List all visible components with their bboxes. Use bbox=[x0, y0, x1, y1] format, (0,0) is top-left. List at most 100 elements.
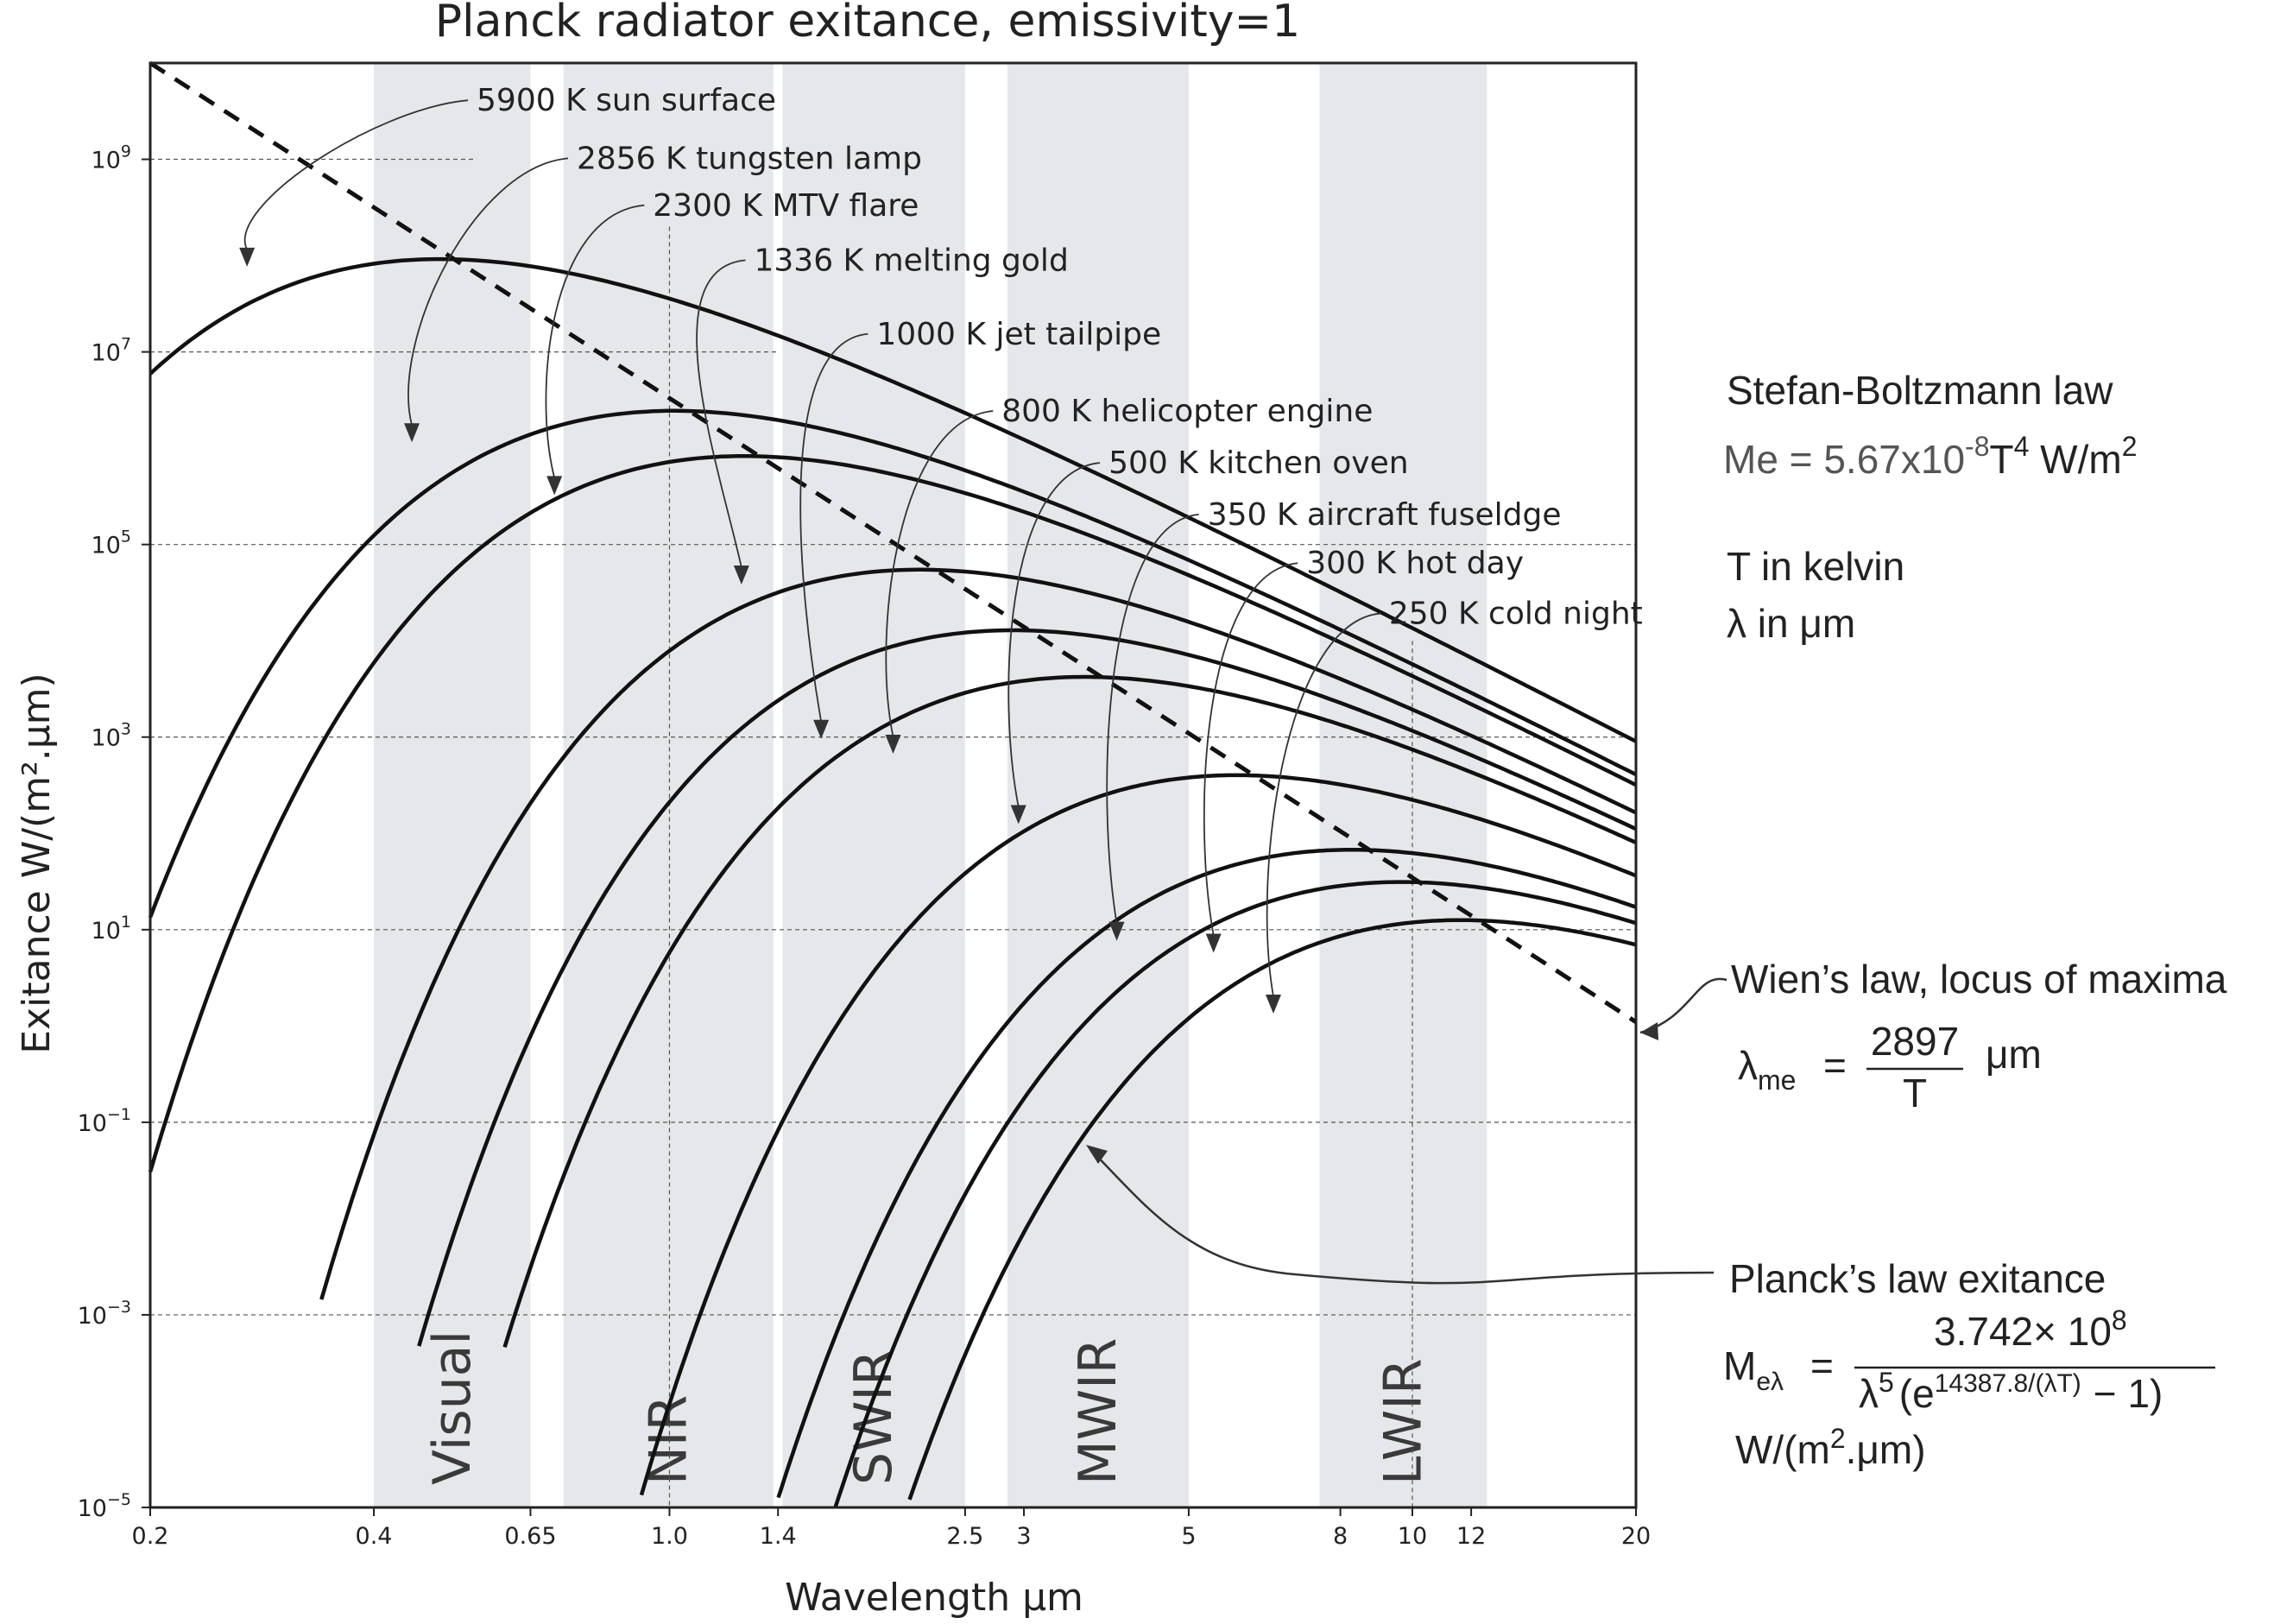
annotation-label: 2300 K MTV flare bbox=[653, 188, 919, 224]
x-tick-label: 10 bbox=[1398, 1523, 1427, 1550]
y-tick-label: 101 bbox=[92, 913, 131, 945]
wien-pointer-arrow bbox=[1639, 977, 1727, 1034]
planck-denominator: λ5 (e14387.8/(λT) − 1) bbox=[1859, 1367, 2163, 1416]
band-label-mwir: MWIR bbox=[1068, 1338, 1128, 1485]
x-tick-label: 20 bbox=[1621, 1523, 1651, 1550]
annotation-label: 800 K helicopter engine bbox=[1001, 394, 1373, 429]
wien-block: Wien’s law, locus of maxima λme = 2897 T… bbox=[1639, 957, 2227, 1115]
annotation-arrowhead bbox=[546, 476, 563, 496]
x-tick-label: 0.4 bbox=[356, 1523, 393, 1550]
x-tick-label: 5 bbox=[1181, 1523, 1196, 1550]
x-tick-label: 0.2 bbox=[132, 1523, 169, 1550]
wien-locus-line bbox=[148, 60, 1638, 1024]
wien-lhs: λme bbox=[1738, 1043, 1796, 1096]
planck-pointer-arrowhead bbox=[1086, 1145, 1108, 1164]
annotation-arrow bbox=[1106, 514, 1199, 924]
planck-lhs: Meλ bbox=[1723, 1343, 1784, 1396]
x-axis-ticks: 0.2 0.4 0.65 1.0 1.4 2.5 3 5 8 10 12 20 bbox=[132, 1507, 1651, 1550]
planck-title: Planck’s law exitance bbox=[1729, 1256, 2106, 1301]
y-tick-label: 10−5 bbox=[78, 1490, 131, 1522]
annotation-arrow bbox=[407, 157, 569, 426]
wien-title: Wien’s law, locus of maxima bbox=[1731, 957, 2227, 1002]
stefan-title: Stefan-Boltzmann law bbox=[1727, 368, 2113, 413]
wien-pointer-arrowhead bbox=[1640, 1022, 1658, 1040]
band-swir bbox=[782, 63, 965, 1507]
curve-500k bbox=[639, 773, 1637, 1496]
annotation-arrowhead bbox=[733, 566, 749, 585]
annotation-label: 5900 K sun surface bbox=[477, 83, 776, 118]
annotation-arrow bbox=[1203, 562, 1298, 936]
band-visual bbox=[374, 63, 531, 1507]
lambda-um-note: λ in μm bbox=[1727, 601, 1855, 646]
annotation-arrowhead bbox=[404, 423, 420, 443]
annotation-label: 350 K aircraft fuseldge bbox=[1208, 497, 1562, 533]
band-label-lwir: LWIR bbox=[1373, 1358, 1433, 1485]
y-tick-label: 10−3 bbox=[78, 1298, 131, 1330]
band-label-swir: SWIR bbox=[843, 1349, 904, 1485]
plot-frame bbox=[148, 61, 1638, 1509]
x-tick-label: 3 bbox=[1016, 1523, 1031, 1550]
annotation-arrow bbox=[696, 259, 746, 568]
y-axis-ticks: 10−5 10−3 10−1 101 103 105 107 109 bbox=[78, 142, 150, 1522]
annotation-arrowhead bbox=[813, 719, 830, 739]
grid-lines bbox=[150, 158, 1636, 1507]
annotation-arrow bbox=[243, 99, 469, 250]
wien-denominator: T bbox=[1903, 1071, 1927, 1115]
x-tick-label: 1.0 bbox=[651, 1523, 688, 1550]
annotation-arrow bbox=[545, 204, 645, 478]
annotation-label: 2856 K tungsten lamp bbox=[577, 141, 922, 176]
annotation-arrow bbox=[799, 332, 868, 722]
band-mwir bbox=[1007, 63, 1189, 1507]
planck-curves bbox=[148, 256, 1638, 1507]
wien-numerator: 2897 bbox=[1871, 1019, 1959, 1064]
curve-5900k bbox=[148, 256, 1638, 743]
annotation-label: 250 K cold night bbox=[1389, 597, 1643, 632]
annotation-arrowhead bbox=[239, 247, 256, 267]
annotation-label: 1336 K melting gold bbox=[755, 243, 1069, 278]
x-axis-label: Wavelength μm bbox=[785, 1576, 1083, 1620]
annotation-arrowhead bbox=[1205, 933, 1222, 953]
wien-equals: = bbox=[1823, 1043, 1847, 1088]
planck-numerator: 3.742× 108 bbox=[1934, 1305, 2127, 1354]
annotation-label: 500 K kitchen oven bbox=[1108, 445, 1408, 481]
x-tick-label: 12 bbox=[1456, 1523, 1486, 1550]
band-nir bbox=[563, 63, 774, 1507]
planck-pointer-arrow bbox=[1089, 1147, 1715, 1285]
stefan-boltzmann-block: Stefan-Boltzmann law Me = 5.67x10-8T4 W/… bbox=[1723, 368, 2137, 646]
annotation-arrow bbox=[885, 410, 994, 737]
curve-1000k bbox=[417, 628, 1637, 1347]
annotation-arrowhead bbox=[1265, 995, 1281, 1014]
curve-1336k bbox=[319, 567, 1637, 1300]
x-tick-label: 8 bbox=[1333, 1523, 1348, 1550]
y-tick-label: 105 bbox=[92, 528, 131, 559]
annotation-arrowhead bbox=[1010, 805, 1026, 825]
annotation-arrow bbox=[1266, 612, 1380, 997]
band-label-visual: Visual bbox=[422, 1330, 483, 1485]
curve-300k bbox=[833, 880, 1637, 1507]
curve-2300k bbox=[148, 454, 1638, 1173]
y-tick-label: 10−1 bbox=[78, 1105, 131, 1137]
curve-annotations: 5900 K sun surface 2856 K tungsten lamp 23… bbox=[239, 83, 1643, 1014]
annotation-label: 1000 K jet tailpipe bbox=[876, 317, 1161, 352]
x-tick-label: 1.4 bbox=[760, 1523, 797, 1550]
annotation-arrowhead bbox=[885, 735, 901, 755]
curve-250k bbox=[907, 918, 1637, 1501]
annotation-arrowhead bbox=[1108, 921, 1125, 941]
wien-units: μm bbox=[1986, 1032, 2042, 1077]
chart-title: Planck radiator exitance, emissivity=1 bbox=[435, 0, 1300, 47]
t-kelvin-note: T in kelvin bbox=[1727, 544, 1904, 589]
y-tick-label: 103 bbox=[92, 720, 131, 752]
planck-block: Planck’s law exitance Meλ = 3.742× 108 λ… bbox=[1086, 1145, 2215, 1472]
annotation-arrow bbox=[1007, 462, 1101, 807]
y-tick-label: 109 bbox=[92, 142, 131, 174]
stefan-equation: Me = 5.67x10-8T4 W/m2 bbox=[1723, 431, 2137, 482]
y-tick-label: 107 bbox=[92, 335, 131, 367]
curve-350k bbox=[776, 847, 1637, 1499]
curve-800k bbox=[502, 674, 1637, 1348]
annotation-label: 300 K hot day bbox=[1306, 546, 1524, 581]
x-tick-label: 2.5 bbox=[946, 1523, 983, 1550]
y-axis-label: Exitance W/(m².μm) bbox=[15, 673, 59, 1053]
planck-units: W/(m2.μm) bbox=[1735, 1423, 1926, 1472]
planck-equals: = bbox=[1810, 1343, 1834, 1388]
